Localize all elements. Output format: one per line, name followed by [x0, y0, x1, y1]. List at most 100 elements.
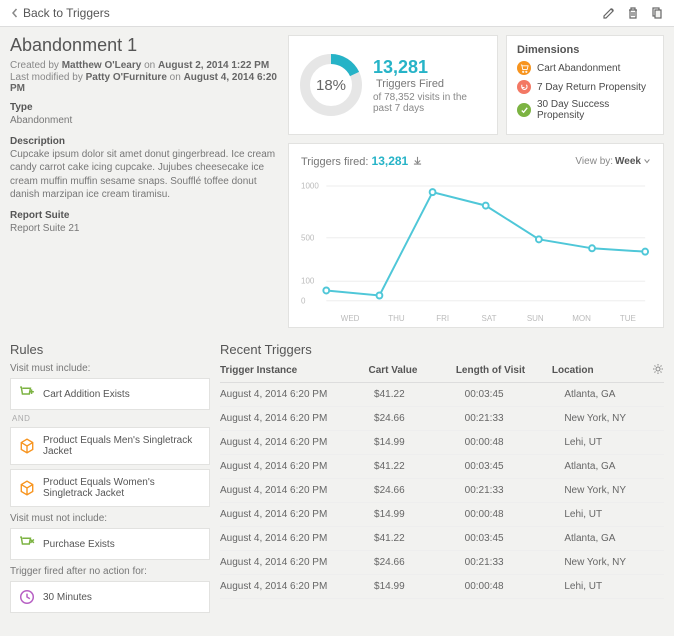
rule-label: Product Equals Men's Singletrack Jacket — [43, 435, 201, 457]
download-icon[interactable] — [413, 156, 422, 165]
report-suite-value: Report Suite 21 — [10, 222, 278, 236]
rule-card[interactable]: Cart Addition Exists — [10, 378, 210, 410]
rules-delay-label: Trigger fired after no action for: — [10, 566, 210, 577]
table-cell: $24.66 — [374, 485, 465, 496]
recent-triggers-column: Recent Triggers Trigger Instance Cart Va… — [220, 342, 664, 617]
triggers-count: 13,281 — [373, 57, 428, 77]
triggers-chart-card: Triggers fired: 13,281 View by: Week 100… — [288, 143, 664, 328]
triggers-count-label: Triggers Fired — [376, 78, 444, 90]
recent-title: Recent Triggers — [220, 342, 664, 357]
col-trigger-instance: Trigger Instance — [220, 365, 368, 376]
table-cell: August 4, 2014 6:20 PM — [220, 485, 374, 496]
table-cell: August 4, 2014 6:20 PM — [220, 437, 374, 448]
edit-icon[interactable] — [602, 6, 616, 20]
chart-area: 10005001000 — [301, 172, 651, 312]
table-cell: 00:03:45 — [465, 389, 565, 400]
donut-percent-text: 18% — [299, 53, 363, 117]
table-cell: 00:00:48 — [465, 581, 565, 592]
created-line: Created by Matthew O'Leary on August 2, … — [10, 60, 278, 71]
table-cell: $41.22 — [374, 389, 465, 400]
description-label: Description — [10, 136, 278, 147]
table-cell: August 4, 2014 6:20 PM — [220, 389, 374, 400]
table-cell: August 4, 2014 6:20 PM — [220, 413, 374, 424]
chart-x-tick: MON — [558, 314, 604, 323]
chart-header: Triggers fired: 13,281 View by: Week — [301, 154, 651, 168]
table-cell: Lehi, UT — [564, 581, 664, 592]
chart-title-prefix: Triggers fired: — [301, 156, 372, 168]
cart-icon — [517, 61, 531, 75]
report-suite-label: Report Suite — [10, 210, 278, 221]
table-cell: 00:00:48 — [465, 437, 565, 448]
rule-label: Product Equals Women's Singletrack Jacke… — [43, 477, 201, 499]
chart-x-tick: FRI — [420, 314, 466, 323]
table-row[interactable]: August 4, 2014 6:20 PM$24.6600:21:33New … — [220, 551, 664, 575]
table-row[interactable]: August 4, 2014 6:20 PM$41.2200:03:45Atla… — [220, 527, 664, 551]
table-cell: 00:00:48 — [465, 509, 565, 520]
rules-exclude-list: Purchase Exists — [10, 528, 210, 560]
chart-y-tick: 100 — [301, 277, 314, 286]
gear-icon — [652, 363, 664, 375]
table-cell: Atlanta, GA — [564, 533, 664, 544]
rules-title: Rules — [10, 342, 210, 357]
table-cell: August 4, 2014 6:20 PM — [220, 557, 374, 568]
dimensions-list: Cart Abandonment 7 Day Return Propensity 3… — [517, 61, 653, 121]
rule-label: Cart Addition Exists — [43, 389, 130, 400]
modified-on-prefix: on — [167, 72, 184, 83]
table-cell: 00:21:33 — [465, 485, 565, 496]
table-cell: August 4, 2014 6:20 PM — [220, 581, 374, 592]
table-cell: $14.99 — [374, 581, 465, 592]
viewby-label: View by: — [575, 156, 613, 167]
rule-card[interactable]: Purchase Exists — [10, 528, 210, 560]
table-cell: $14.99 — [374, 437, 465, 448]
table-cell: Atlanta, GA — [564, 461, 664, 472]
chart-x-tick: TUE — [605, 314, 651, 323]
created-on-prefix: on — [141, 60, 158, 71]
rule-label: Purchase Exists — [43, 539, 115, 550]
table-row[interactable]: August 4, 2014 6:20 PM$24.6600:21:33New … — [220, 407, 664, 431]
dimension-label: Cart Abandonment — [537, 63, 620, 74]
rule-card[interactable]: Product Equals Women's Singletrack Jacke… — [10, 469, 210, 507]
top-bar: Back to Triggers — [0, 0, 674, 27]
table-cell: Atlanta, GA — [564, 389, 664, 400]
chart-y-tick: 500 — [301, 233, 314, 242]
table-row[interactable]: August 4, 2014 6:20 PM$41.2200:03:45Atla… — [220, 383, 664, 407]
rule-card[interactable]: Product Equals Men's Singletrack Jacket — [10, 427, 210, 465]
dimension-row: 7 Day Return Propensity — [517, 80, 653, 94]
dimension-label: 30 Day Success Propensity — [537, 99, 653, 121]
rules-include-list: Cart Addition Exists — [10, 378, 210, 410]
table-row[interactable]: August 4, 2014 6:20 PM$14.9900:00:48Lehi… — [220, 575, 664, 599]
table-row[interactable]: August 4, 2014 6:20 PM$14.9900:00:48Lehi… — [220, 503, 664, 527]
table-cell: New York, NY — [564, 485, 664, 496]
rule-card[interactable]: 30 Minutes — [10, 581, 210, 613]
chart-x-tick: THU — [373, 314, 419, 323]
table-cell: $14.99 — [374, 509, 465, 520]
dimensions-card: Dimensions Cart Abandonment 7 Day Return … — [506, 35, 664, 135]
rules-column: Rules Visit must include: Cart Addition … — [10, 342, 210, 617]
table-settings[interactable] — [648, 363, 664, 378]
description-value: Cupcake ipsum dolor sit amet donut ginge… — [10, 148, 278, 202]
table-row[interactable]: August 4, 2014 6:20 PM$14.9900:00:48Lehi… — [220, 431, 664, 455]
view-by-selector[interactable]: View by: Week — [575, 156, 651, 167]
chart-y-tick: 0 — [301, 296, 305, 305]
cart-plus-icon — [19, 386, 35, 402]
chevron-left-icon — [10, 8, 20, 18]
dimensions-title: Dimensions — [517, 44, 653, 56]
recent-table-body: August 4, 2014 6:20 PM$41.2200:03:45Atla… — [220, 383, 664, 599]
dimension-label: 7 Day Return Propensity — [537, 82, 646, 93]
type-value: Abandonment — [10, 114, 278, 128]
table-row[interactable]: August 4, 2014 6:20 PM$41.2200:03:45Atla… — [220, 455, 664, 479]
rules-and-label: AND — [12, 414, 210, 423]
col-length-visit: Length of Visit — [456, 365, 552, 376]
chart-x-tick: SAT — [466, 314, 512, 323]
triggers-stat-card: 18% 13,281Triggers Fired of 78,352 visit… — [288, 35, 498, 135]
dimension-row: Cart Abandonment — [517, 61, 653, 75]
dimension-row: 30 Day Success Propensity — [517, 99, 653, 121]
recent-table-header: Trigger Instance Cart Value Length of Vi… — [220, 363, 664, 383]
back-to-triggers-link[interactable]: Back to Triggers — [10, 6, 110, 20]
delete-icon[interactable] — [626, 6, 640, 20]
table-cell: $41.22 — [374, 461, 465, 472]
check-icon — [517, 103, 531, 117]
copy-icon[interactable] — [650, 6, 664, 20]
table-row[interactable]: August 4, 2014 6:20 PM$24.6600:21:33New … — [220, 479, 664, 503]
top-cards-row: 18% 13,281Triggers Fired of 78,352 visit… — [288, 35, 664, 135]
